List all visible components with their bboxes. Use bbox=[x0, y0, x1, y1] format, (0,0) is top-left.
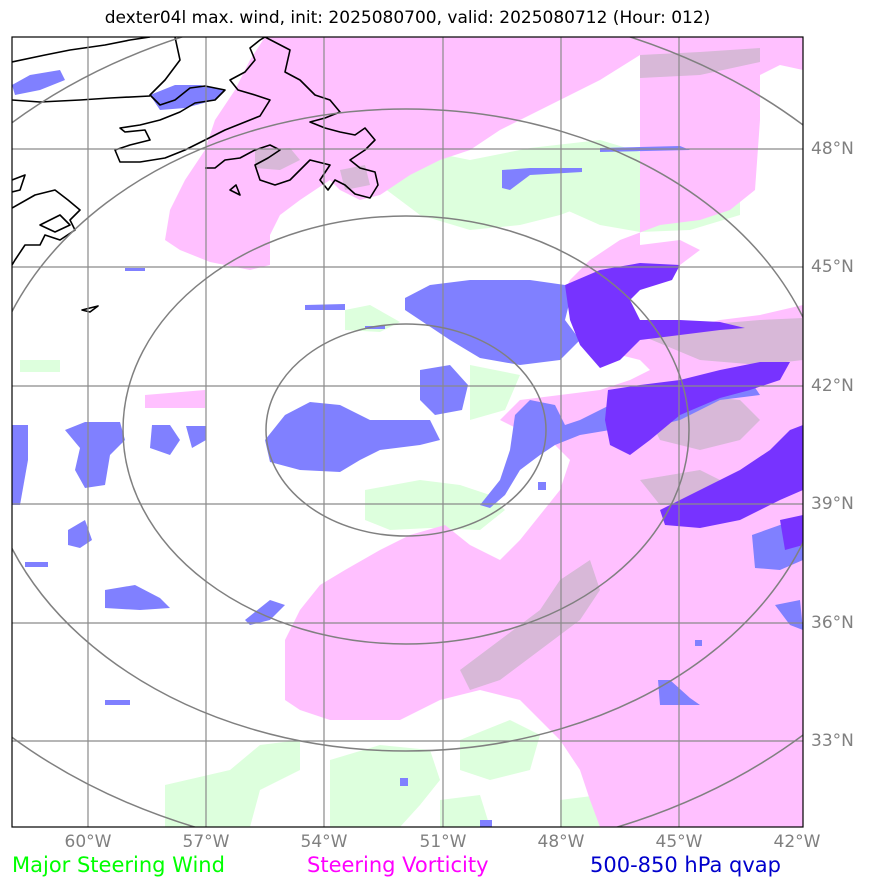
lat-label-42n: 42°N bbox=[811, 376, 854, 396]
lat-label-39n: 39°N bbox=[811, 494, 854, 514]
legend-qvap: 500-850 hPa qvap bbox=[590, 853, 781, 877]
qvap-layer bbox=[12, 70, 803, 827]
lon-label-48w: 48°W bbox=[537, 832, 585, 852]
legend-steering-vorticity: Steering Vorticity bbox=[307, 853, 489, 877]
map-frame bbox=[11, 36, 804, 828]
range-ring-3 bbox=[12, 108, 803, 752]
lat-label-33n: 33°N bbox=[811, 731, 854, 751]
lon-label-51w: 51°W bbox=[419, 832, 467, 852]
lat-label-36n: 36°N bbox=[811, 613, 854, 633]
lon-label-60w: 60°W bbox=[64, 832, 112, 852]
range-ring-2 bbox=[122, 215, 690, 645]
lon-label-42w: 42°W bbox=[773, 832, 821, 852]
lon-label-54w: 54°W bbox=[300, 832, 348, 852]
range-ring-1 bbox=[265, 323, 547, 537]
range-rings bbox=[12, 37, 803, 827]
lon-label-45w: 45°W bbox=[655, 832, 703, 852]
map-title: dexter04l max. wind, init: 2025080700, v… bbox=[104, 8, 711, 28]
lon-label-57w: 57°W bbox=[182, 832, 230, 852]
lat-label-45n: 45°N bbox=[811, 257, 854, 277]
legend-steering-wind: Major Steering Wind bbox=[12, 853, 225, 877]
lat-label-48n: 48°N bbox=[811, 139, 854, 159]
